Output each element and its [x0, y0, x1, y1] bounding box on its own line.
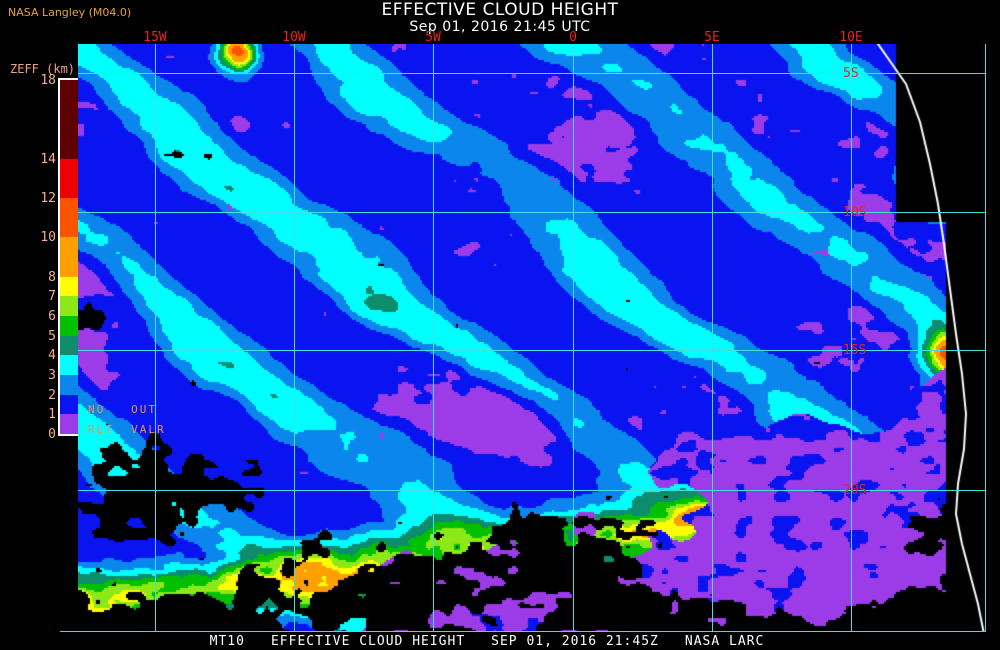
colorbar-tick-8: 8: [48, 269, 56, 285]
colorbar-tick-14: 14: [40, 151, 56, 167]
out-valr-line2: VALR: [131, 423, 166, 436]
gridline-lon-15W: [155, 44, 156, 631]
colorbar-band-5: [60, 315, 78, 336]
lon-label-10W: 10W: [282, 30, 306, 45]
no-ret-line1: NO: [88, 403, 106, 416]
colorbar-tick-6: 6: [48, 309, 56, 324]
lat-label-20S: 20S: [843, 483, 867, 498]
colorbar-tick-0: 0: [48, 427, 56, 442]
no-retrieval-legend: NO OUT RET VALR: [88, 400, 166, 440]
colorbar-tick-18: 18: [40, 73, 56, 88]
colorbar-tick-5: 5: [48, 328, 56, 344]
gridline-lon-0: [573, 44, 574, 631]
colorbar-band-1: [60, 394, 78, 415]
no-ret-line2: RET: [88, 423, 114, 436]
colorbar: [58, 78, 80, 436]
colorbar-tick-1: 1: [48, 407, 56, 423]
lon-label-5W: 5W: [425, 30, 441, 45]
colorbar-tick-10: 10: [40, 230, 56, 246]
status-product-name: EFFECTIVE CLOUD HEIGHT: [270, 634, 466, 649]
colorbar-tick-12: 12: [40, 191, 56, 206]
lat-label-5S: 5S: [843, 66, 859, 81]
page-subtitle: Sep 01, 2016 21:45 UTC: [409, 19, 591, 35]
gridline-lon-10W: [294, 44, 295, 631]
colorbar-band-4: [60, 335, 78, 356]
map-image[interactable]: [78, 44, 986, 631]
colorbar-band-2: [60, 374, 78, 395]
status-source: NASA LARC: [684, 634, 765, 649]
gridline-lon-10E: [851, 44, 852, 631]
map-border-right: [985, 44, 986, 632]
colorbar-tick-7: 7: [48, 289, 56, 305]
colorbar-band-0: [60, 414, 78, 434]
lon-label-15W: 15W: [143, 30, 167, 45]
gridline-lat-10S: [78, 212, 986, 213]
lat-label-15S: 15S: [843, 343, 867, 358]
gridline-lat-5S: [78, 73, 986, 74]
colorbar-band-12: [60, 158, 78, 198]
gridline-lat-20S: [78, 490, 986, 491]
agency-label: NASA Langley (M04.0): [8, 6, 132, 19]
colorbar-tick-labels: 18 14 12 10 8 7 6 5 4 3 2 1 0: [22, 70, 56, 444]
colorbar-band-3: [60, 355, 78, 375]
gridline-lon-5W: [433, 44, 434, 631]
map-border-bottom: [60, 631, 986, 632]
colorbar-tick-2: 2: [48, 387, 56, 403]
lon-label-10E: 10E: [839, 30, 863, 45]
lon-label-5E: 5E: [704, 30, 720, 45]
gridline-lat-15S: [78, 350, 986, 351]
status-timestamp: SEP 01, 2016 21:45Z: [491, 634, 659, 649]
status-product-code: MT10: [209, 634, 245, 649]
lat-label-10S: 10S: [843, 205, 867, 220]
colorbar-tick-4: 4: [48, 348, 56, 364]
colorbar-band-10: [60, 197, 78, 238]
colorbar-tick-3: 3: [48, 368, 56, 383]
page-title: EFFECTIVE CLOUD HEIGHT: [381, 0, 619, 20]
colorbar-band-14: [60, 80, 78, 159]
colorbar-band-7: [60, 276, 78, 297]
lon-label-0: 0: [569, 30, 577, 45]
status-bar: MT10 EFFECTIVE CLOUD HEIGHT SEP 01, 2016 2…: [0, 634, 1000, 649]
out-valr-line1: OUT: [131, 403, 157, 416]
gridline-lon-5E: [712, 44, 713, 631]
colorbar-band-8: [60, 237, 78, 277]
colorbar-title: ZEFF (km): [10, 62, 76, 76]
cloud-height-raster: [78, 44, 986, 631]
colorbar-band-6: [60, 296, 78, 316]
